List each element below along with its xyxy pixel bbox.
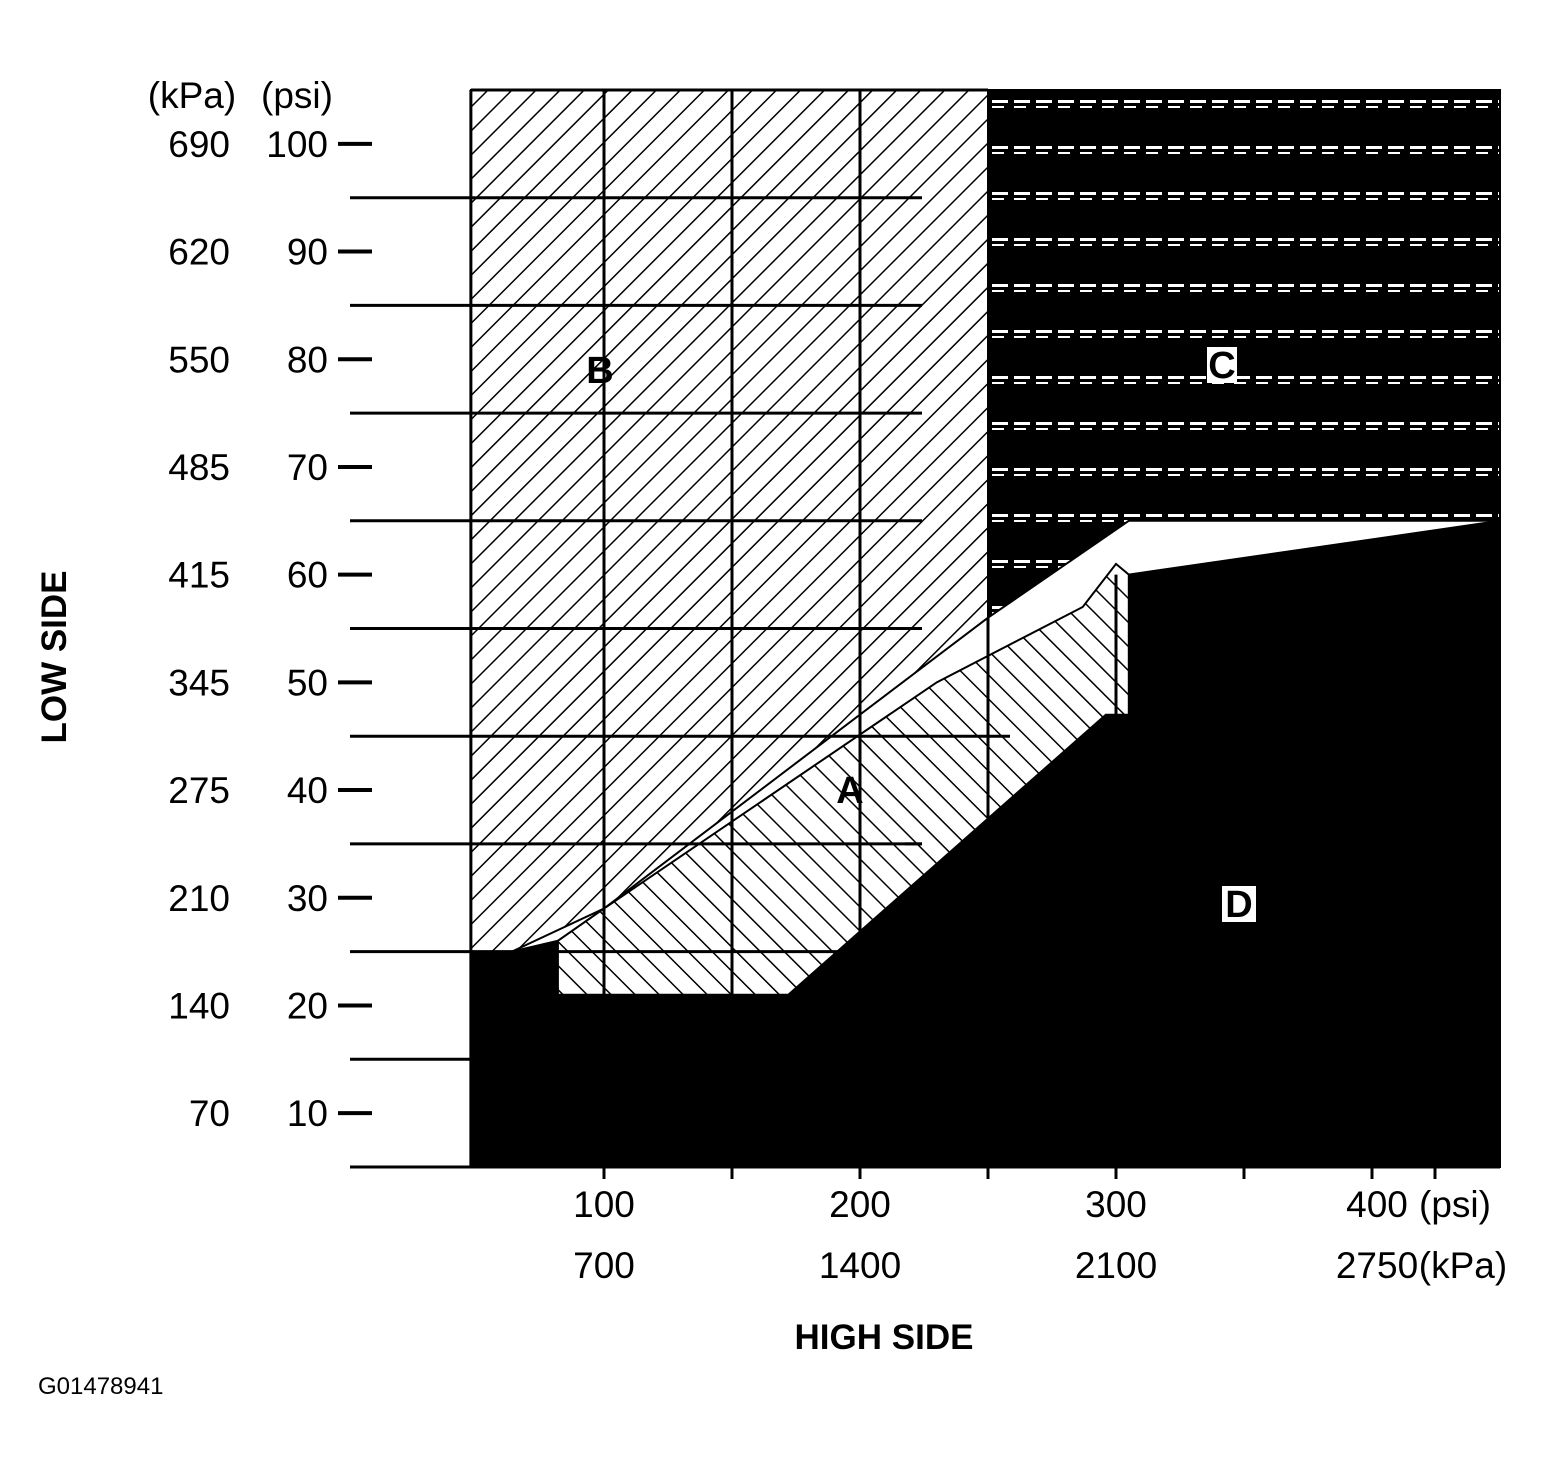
x-axis: 100 700 200 1400 300 2100 400 2750 [350, 1165, 1500, 1286]
y-tick-label-psi: 80 [287, 339, 328, 380]
y-unit-psi: (psi) [261, 75, 333, 116]
x-tick-label-psi: 100 [573, 1184, 635, 1225]
zone-label-d-box [1222, 886, 1256, 922]
y-tick-label-psi: 10 [287, 1093, 328, 1134]
region-a [556, 562, 1130, 996]
x-tick-label-kpa: 2100 [1075, 1245, 1157, 1286]
y-tick-label-kpa: 690 [168, 124, 230, 165]
zone-label-b-text: B [586, 350, 613, 392]
y-tick-label-kpa: 70 [189, 1093, 230, 1134]
x-unit-kpa: (kPa) [1419, 1245, 1507, 1286]
y-tick-label-kpa: 620 [168, 232, 230, 273]
zone-labels: B C A D [586, 345, 1256, 926]
x-axis-title: HIGH SIDE [795, 1318, 974, 1357]
y-tick-label-psi: 50 [287, 662, 328, 703]
zone-label-d: D [1225, 884, 1252, 926]
x-tick-label-psi: 200 [829, 1184, 891, 1225]
chart-grid [350, 88, 1500, 1169]
x-unit-psi: (psi) [1419, 1184, 1491, 1225]
x-tick-label-psi: 400 [1346, 1184, 1408, 1225]
x-tick-label-kpa: 700 [573, 1245, 635, 1286]
y-tick-label-psi: 40 [287, 770, 328, 811]
y-tick-label-kpa: 275 [168, 770, 230, 811]
y-tick-label-psi: 20 [287, 985, 328, 1026]
y-tick-label-kpa: 550 [168, 339, 230, 380]
x-tick-label-psi: 300 [1085, 1184, 1147, 1225]
y-tick-label-kpa: 345 [168, 662, 230, 703]
y-unit-kpa: (kPa) [148, 75, 236, 116]
y-tick-label-kpa: 140 [168, 985, 230, 1026]
y-tick-label-psi: 70 [287, 447, 328, 488]
x-tick-label-kpa: 1400 [819, 1245, 901, 1286]
x-tick-label-kpa: 2750 [1336, 1245, 1418, 1286]
y-axis-title: LOW SIDE [35, 570, 74, 743]
zone-label-c: C [1208, 345, 1235, 387]
y-tick-label-kpa: 210 [168, 878, 230, 919]
y-tick-label-psi: 100 [266, 124, 328, 165]
y-tick-label-psi: 30 [287, 878, 328, 919]
zone-label-c-box [1207, 347, 1237, 383]
y-axis: 100 690 90 620 80 550 70 485 60 415 50 345 40 275 30 21… [168, 124, 372, 1134]
figure-id: G01478941 [38, 1373, 164, 1400]
y-tick-label-kpa: 485 [168, 447, 230, 488]
y-tick-label-psi: 60 [287, 555, 328, 596]
y-tick-label-psi: 90 [287, 232, 328, 273]
zone-label-a: A [836, 770, 863, 812]
y-tick-label-kpa: 415 [168, 555, 230, 596]
